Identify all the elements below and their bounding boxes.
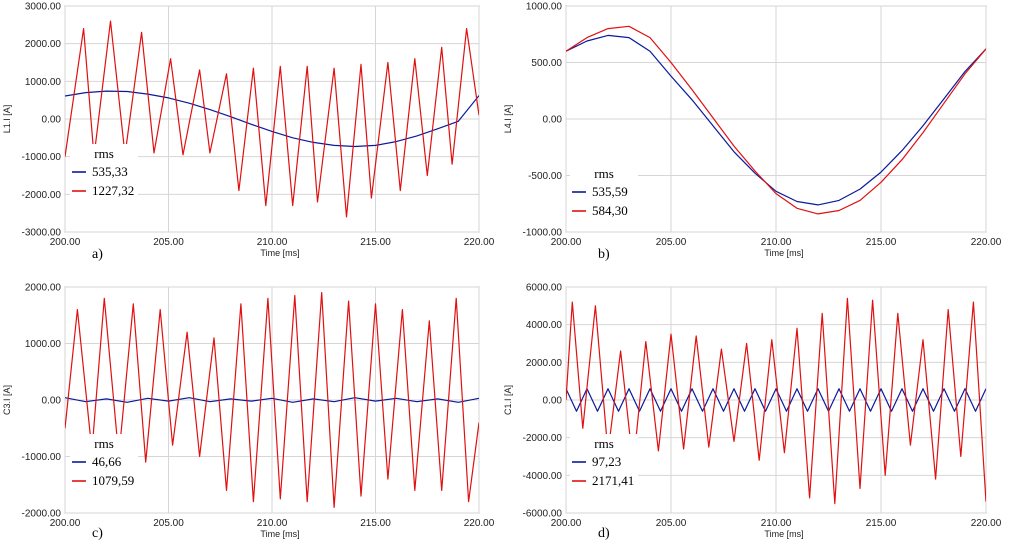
x-tick-label: 205.00 (153, 237, 184, 248)
y-tick-label: -2000.00 (523, 433, 563, 444)
y-tick-label: -6000.00 (523, 509, 563, 520)
legend-title: rms (594, 436, 614, 451)
x-tick-label: 205.00 (656, 518, 687, 529)
y-tick-label: -1000.00 (22, 452, 62, 463)
legend-background (70, 144, 138, 206)
x-tick-label: 205.00 (153, 518, 184, 529)
series-line-red (566, 297, 986, 505)
x-tick-label: 205.00 (656, 237, 687, 248)
legend: rms 535,59 584,30 (570, 164, 638, 226)
y-tick-label: 0.00 (42, 115, 62, 126)
x-tick-label: 200.00 (50, 237, 81, 248)
x-axis-label: Time [ms] (260, 248, 299, 258)
x-tick-label: 215.00 (866, 237, 897, 248)
x-tick-label: 210.00 (761, 518, 792, 529)
x-tick-label: 210.00 (257, 518, 288, 529)
legend-entry: 584,30 (592, 203, 628, 218)
legend-title: rms (94, 146, 114, 161)
legend-background (570, 164, 638, 226)
x-tick-label: 200.00 (551, 237, 582, 248)
legend-background (570, 434, 638, 496)
legend: rms 535,33 1227,32 (70, 144, 138, 206)
y-tick-label: 2000.00 (526, 358, 563, 369)
y-axis-label: L1.I [A] (2, 105, 12, 134)
y-tick-label: -3000.00 (22, 228, 62, 239)
series-line-red (65, 292, 479, 508)
legend-entry: 535,59 (592, 184, 628, 199)
legend-title: rms (594, 166, 614, 181)
legend-title: rms (94, 436, 114, 451)
x-tick-label: 200.00 (50, 518, 81, 529)
x-tick-label: 210.00 (257, 237, 288, 248)
legend-entry: 2171,41 (592, 473, 634, 488)
series-line-red (65, 20, 479, 218)
x-tick-label: 220.00 (971, 237, 1002, 248)
y-axis-label: C3.I [A] (2, 385, 12, 415)
legend-entry: 97,23 (592, 454, 621, 469)
y-tick-label: -1000.00 (22, 152, 62, 163)
series-line-red (566, 25, 986, 215)
x-tick-label: 220.00 (971, 518, 1002, 529)
panel-label: d) (598, 526, 610, 541)
legend: rms 46,66 1079,59 (70, 434, 138, 496)
x-tick-label: 220.00 (464, 237, 495, 248)
y-tick-label: -2000.00 (22, 190, 62, 201)
x-tick-label: 215.00 (360, 518, 391, 529)
x-axis-label: Time [ms] (764, 248, 803, 258)
x-tick-label: 215.00 (360, 237, 391, 248)
legend-entry: 1227,32 (92, 183, 134, 198)
panel-b: 200.00 205.00 210.00 215.00 220.00 1000.00 500… (503, 2, 1002, 263)
legend-entry: 46,66 (92, 454, 122, 469)
panel-c: 200.00 205.00 210.00 215.00 220.00 2000.00 100… (2, 283, 495, 542)
legend-entry: 535,33 (92, 164, 128, 179)
legend: rms 97,23 2171,41 (570, 434, 638, 496)
y-axis-label: C1.I [A] (503, 385, 513, 415)
y-tick-label: 0.00 (42, 396, 62, 407)
panel-label: c) (92, 526, 103, 541)
series-line-blue (566, 388, 986, 412)
y-tick-label: 0.00 (543, 396, 563, 407)
y-tick-label: 1000.00 (25, 339, 62, 350)
panel-d: 200.00 205.00 210.00 215.00 220.00 6000.00 400… (503, 283, 1002, 542)
y-tick-label: 6000.00 (526, 283, 563, 294)
panel-a: 200.00 205.00 210.00 215.00 220.00 3000.00 200… (2, 2, 495, 263)
y-tick-label: 500.00 (531, 58, 562, 69)
legend-background (70, 434, 138, 496)
x-tick-label: 220.00 (464, 518, 495, 529)
y-tick-label: -4000.00 (523, 471, 563, 482)
x-tick-label: 215.00 (866, 518, 897, 529)
y-tick-label: 1000.00 (526, 2, 563, 13)
y-tick-label: 4000.00 (526, 320, 563, 331)
series-line-blue (566, 34, 986, 206)
x-axis-label: Time [ms] (260, 529, 299, 539)
y-tick-label: 1000.00 (25, 77, 62, 88)
y-tick-label: 3000.00 (25, 2, 62, 13)
y-tick-label: -500.00 (528, 171, 562, 182)
y-axis-label: L4.I [A] (503, 105, 513, 134)
y-tick-label: 0.00 (543, 115, 563, 126)
legend-entry: 1079,59 (92, 473, 134, 488)
panel-label: b) (598, 247, 610, 262)
series-line-blue (65, 397, 479, 403)
y-tick-label: -2000.00 (22, 509, 62, 520)
panel-label: a) (92, 247, 103, 262)
x-tick-label: 200.00 (551, 518, 582, 529)
y-tick-label: 2000.00 (25, 283, 62, 294)
x-tick-label: 210.00 (761, 237, 792, 248)
y-tick-label: -1000.00 (523, 228, 563, 239)
y-tick-label: 2000.00 (25, 39, 62, 50)
x-axis-label: Time [ms] (764, 529, 803, 539)
